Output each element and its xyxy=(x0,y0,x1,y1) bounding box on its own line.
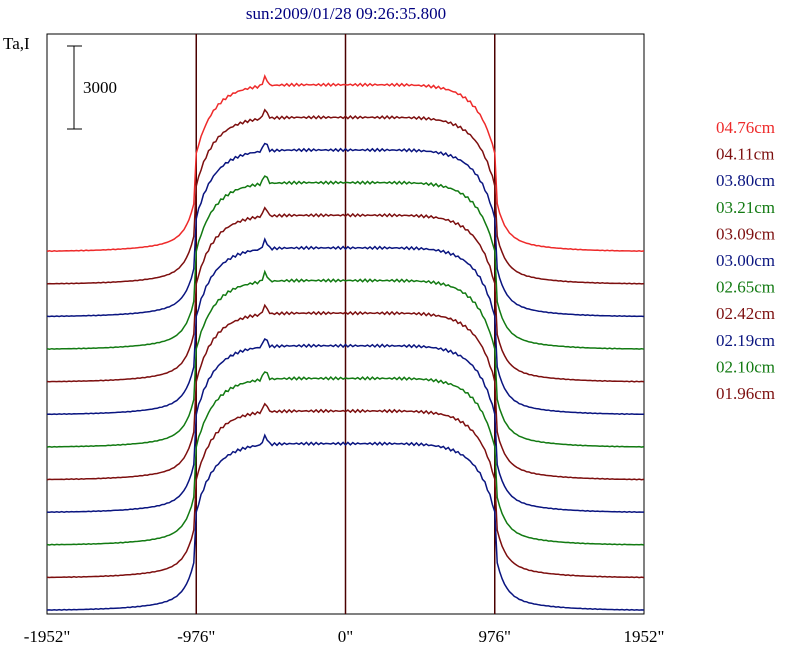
series-line-04.76cm xyxy=(46,74,645,253)
series-line-03.21cm xyxy=(46,175,645,350)
series-line-02.42cm xyxy=(46,303,645,481)
legend-entry: 02.19cm xyxy=(716,331,775,350)
series-group xyxy=(46,74,645,611)
legend-entry: 03.21cm xyxy=(716,198,775,217)
legend-entry: 01.96cm xyxy=(716,384,775,403)
x-tick-label: 976" xyxy=(479,627,511,646)
legend-entry: 02.42cm xyxy=(716,304,775,323)
limb-markers xyxy=(195,34,496,614)
scale-bar-label: 3000 xyxy=(83,78,117,97)
legend-entry: 02.10cm xyxy=(716,357,775,376)
y-axis-label: Ta,I xyxy=(3,34,30,53)
legend-entry: 04.76cm xyxy=(716,118,775,137)
series-line-02.10cm xyxy=(46,371,645,546)
series-line-extra-11 xyxy=(46,433,645,611)
x-tick-label: -976" xyxy=(177,627,215,646)
series-line-02.65cm xyxy=(46,269,645,448)
series-line-03.09cm xyxy=(46,206,645,383)
series-line-03.80cm xyxy=(46,142,645,318)
x-tick-label: -1952" xyxy=(24,627,71,646)
x-tick-label: 1952" xyxy=(624,627,665,646)
x-tick-labels: -1952" -976" 0" 976" 1952" xyxy=(24,627,665,646)
series-line-04.11cm xyxy=(46,108,645,285)
legend-entry: 04.11cm xyxy=(716,145,774,164)
chart-title: sun:2009/01/28 09:26:35.800 xyxy=(246,4,446,23)
legend: 04.76cm 04.11cm 03.80cm 03.21cm 03.09cm 03.00… xyxy=(716,118,775,403)
series-line-02.19cm xyxy=(46,337,644,513)
scale-bar: 3000 xyxy=(67,45,117,130)
legend-entry: 03.80cm xyxy=(716,171,775,190)
x-tick-label: 0" xyxy=(338,627,353,646)
series-line-03.00cm xyxy=(46,237,644,416)
legend-entry: 03.09cm xyxy=(716,224,775,243)
legend-entry: 03.00cm xyxy=(716,251,775,270)
legend-entry: 02.65cm xyxy=(716,278,775,297)
series-line-01.96cm xyxy=(46,402,645,579)
